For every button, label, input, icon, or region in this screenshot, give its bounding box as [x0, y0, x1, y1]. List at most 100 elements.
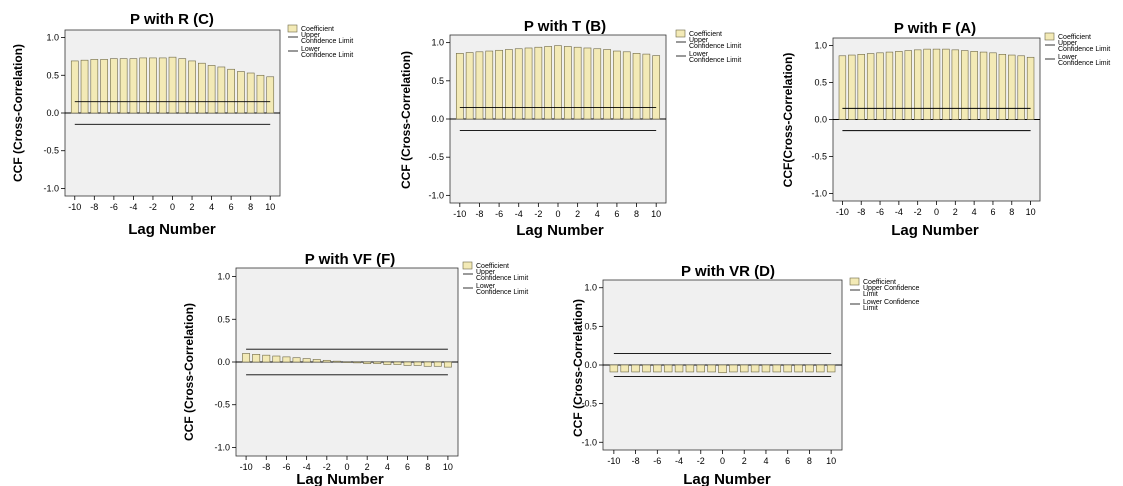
bar-lag--1	[707, 364, 716, 373]
y-tick-label: -0.5	[214, 400, 230, 410]
y-tick-label: -1.0	[428, 190, 444, 200]
legend-upper-line1: Upper Confidence	[863, 285, 920, 292]
bar-lag--6	[653, 364, 662, 373]
x-tick-label: 4	[972, 207, 977, 217]
bar-lag--6	[282, 356, 291, 363]
x-tick-label: -6	[282, 462, 290, 472]
y-axis-label: CCF (Cross-Correlation)	[571, 299, 585, 437]
bar-lag-7	[794, 364, 803, 373]
bar-lag-2	[573, 46, 582, 120]
y-axis-label: CCF (Cross-Correlation)	[399, 51, 413, 189]
x-tick-label: 6	[614, 209, 619, 219]
bar-lag--5	[505, 49, 513, 120]
chart-title: P with VF (F)	[305, 251, 396, 268]
x-tick-label: -8	[475, 209, 483, 219]
y-tick-label: -0.5	[43, 146, 59, 156]
bar-lag--7	[100, 59, 108, 114]
bar-lag--4	[514, 48, 523, 120]
bar-lag-7	[237, 71, 245, 114]
bar-lag--3	[312, 359, 321, 363]
bar-lag-2	[951, 49, 960, 120]
y-tick-label: -1.0	[581, 437, 597, 447]
legend-upper-line2: Confidence Limit	[1058, 46, 1110, 53]
bar-lag--8	[262, 354, 271, 363]
bar-lag-9	[816, 364, 825, 373]
bar-lag--3	[524, 47, 533, 120]
bar-lag-0	[343, 361, 351, 363]
x-tick-label: -6	[110, 202, 118, 212]
ccf-chart-1: P with R (C) 1.0 0.5 0.0 -0.5 -1.0 -10 -8 -6 -4 -2…	[11, 11, 353, 238]
bar-lag-9	[433, 361, 442, 367]
bar-lag-9	[642, 53, 651, 120]
x-tick-label: 8	[634, 209, 639, 219]
y-tick-label: 0.5	[431, 76, 444, 86]
legend-upper-line2: Confidence Limit	[689, 43, 741, 50]
bar-lag-3	[961, 50, 969, 120]
bar-lag--1	[332, 360, 341, 363]
bar-lag-3	[373, 361, 382, 365]
x-axis-label: Lag Number	[683, 471, 771, 486]
bar-lag-0	[718, 364, 727, 374]
y-tick-label: 1.0	[46, 33, 59, 43]
bar-lag--5	[292, 357, 301, 363]
x-tick-label: 0	[555, 209, 560, 219]
bar-lag--6	[495, 49, 503, 120]
y-tick-label: -1.0	[811, 189, 827, 199]
bar-lag--2	[913, 49, 922, 120]
legend-upper-line2: Confidence Limit	[476, 275, 528, 282]
x-tick-label: 2	[365, 462, 370, 472]
y-axis-label: CCF(Cross-Correlation)	[781, 53, 795, 188]
bar-lag-1	[729, 364, 738, 373]
bar-lag-4	[383, 361, 392, 365]
legend-upper-line2: Limit	[863, 291, 878, 298]
bar-lag-1	[178, 58, 187, 114]
x-tick-label: -10	[240, 462, 253, 472]
legend-lower-line2: Limit	[863, 305, 878, 312]
bar-lag-3	[583, 47, 592, 120]
x-axis-label: Lag Number	[128, 221, 216, 238]
bar-lag--10	[455, 53, 464, 120]
legend-coefficient: Coefficient	[689, 31, 722, 38]
bar-lag--6	[110, 58, 118, 114]
x-tick-label: -10	[836, 207, 849, 217]
bar-lag-7	[413, 361, 422, 366]
bar-lag-4	[761, 364, 771, 373]
y-tick-label: 0.0	[46, 108, 59, 118]
legend-lower-line2: Confidence Limit	[301, 52, 353, 59]
bar-lag-8	[423, 361, 432, 367]
bar-lag--5	[119, 58, 128, 114]
bar-lag--10	[70, 60, 79, 114]
legend-coefficient: Coefficient	[476, 263, 509, 270]
bar-lag-8	[246, 72, 255, 114]
bar-lag--3	[139, 57, 147, 114]
bar-lag--2	[322, 359, 331, 363]
bar-lag--7	[272, 355, 281, 363]
bar-lag-5	[217, 66, 226, 114]
bar-lag-4	[207, 65, 216, 114]
x-tick-label: -8	[90, 202, 98, 212]
x-tick-label: 10	[826, 456, 836, 466]
bar-lag--2	[534, 46, 543, 120]
legend-lower-line1: Lower	[476, 283, 496, 290]
bar-lag--1	[544, 46, 553, 120]
x-tick-label: 10	[443, 462, 453, 472]
bar-lag--4	[674, 364, 684, 373]
bar-lag--1	[923, 48, 931, 120]
x-tick-label: -4	[895, 207, 903, 217]
y-tick-label: -1.0	[43, 183, 59, 193]
legend-upper-line2: Confidence Limit	[301, 38, 353, 45]
x-tick-label: -8	[632, 456, 640, 466]
x-tick-label: -6	[876, 207, 884, 217]
legend-swatch-coefficient	[1044, 32, 1055, 41]
y-tick-label: 1.0	[431, 38, 444, 48]
legend-lower-line1: Lower	[301, 46, 321, 53]
x-tick-label: 2	[742, 456, 747, 466]
bar-lag-10	[266, 76, 275, 114]
bar-lag--4	[895, 51, 903, 120]
legend-lower-line1: Lower	[689, 51, 709, 58]
bar-lag-6	[613, 50, 621, 120]
bar-lag-10	[652, 55, 661, 120]
x-tick-label: -4	[675, 456, 683, 466]
ccf-chart-2: P with T (B) 1.0 0.5 0.0 -0.5 -1.0 -10 -8 -6 -4 -2…	[399, 18, 741, 239]
bar-lag--8	[631, 364, 640, 373]
